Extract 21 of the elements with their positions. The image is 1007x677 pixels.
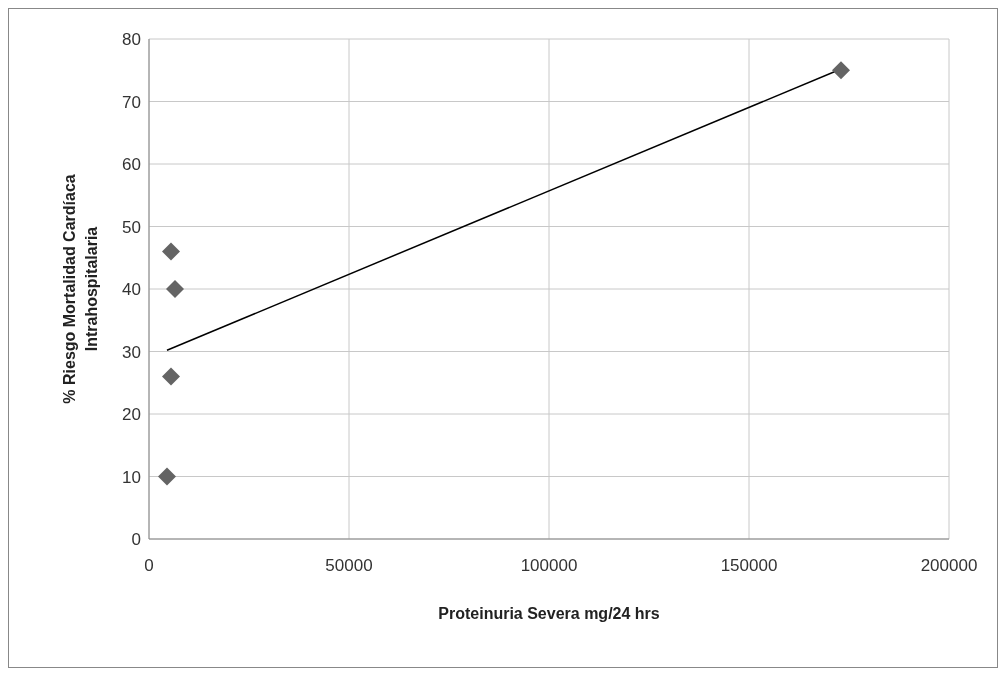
point bbox=[832, 61, 850, 80]
y-tick-label: 50 bbox=[122, 217, 141, 237]
x-tick-label: 0 bbox=[144, 556, 154, 576]
y-tick-label: 30 bbox=[122, 342, 141, 362]
x-axis-title: Proteinuria Severa mg/24 hrs bbox=[438, 605, 660, 622]
x-tick-label: 200000 bbox=[920, 556, 978, 576]
y-tick-label: 60 bbox=[122, 155, 141, 175]
y-tick-label: 40 bbox=[122, 280, 141, 300]
point bbox=[162, 367, 180, 386]
y-axis-title: % Riesgo Mortalidad Cardíaca Intrahospitalaria bbox=[61, 174, 100, 404]
y-tick-label: 70 bbox=[122, 92, 141, 112]
y-tick-label: 0 bbox=[131, 530, 141, 550]
x-tick-label: 150000 bbox=[720, 556, 778, 576]
y-tick-label: 80 bbox=[122, 30, 141, 50]
point bbox=[162, 242, 180, 261]
point bbox=[158, 467, 176, 486]
x-tick-label: 50000 bbox=[325, 556, 373, 576]
y-tick-label: 10 bbox=[122, 467, 141, 487]
x-tick-label: 100000 bbox=[520, 556, 578, 576]
point bbox=[166, 280, 184, 298]
y-tick-label: 20 bbox=[122, 405, 141, 425]
